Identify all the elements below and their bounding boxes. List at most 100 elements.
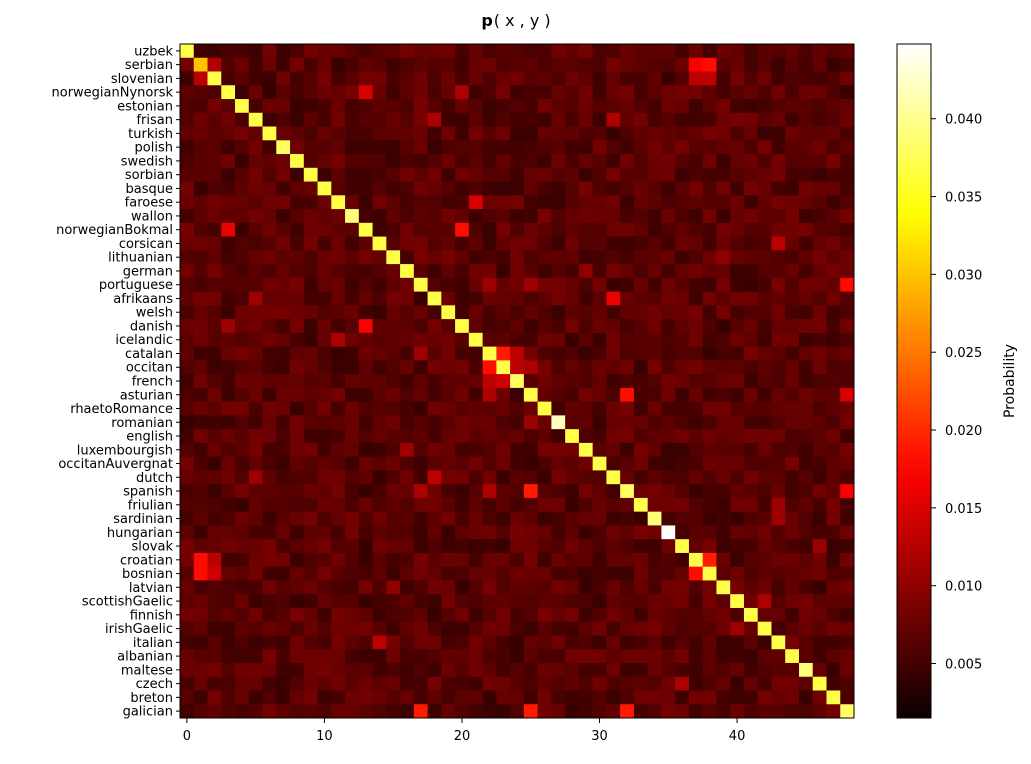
- heatmap-cell: [716, 250, 731, 265]
- heatmap-cell: [510, 305, 525, 320]
- heatmap-cell: [578, 277, 594, 292]
- heatmap-cell: [592, 594, 607, 609]
- y-tick-label: croatian: [120, 553, 173, 568]
- heatmap-cell: [661, 539, 676, 554]
- heatmap-cell: [317, 690, 332, 705]
- heatmap-cell: [262, 470, 277, 485]
- heatmap-cell: [276, 112, 291, 127]
- heatmap-cell: [413, 346, 428, 361]
- heatmap-cell: [592, 525, 607, 540]
- heatmap-cell: [496, 154, 511, 169]
- y-tick-label: basque: [126, 182, 173, 197]
- heatmap-cell: [757, 71, 772, 86]
- heatmap-cell: [455, 250, 470, 265]
- heatmap-cell: [207, 346, 222, 361]
- heatmap-cell: [235, 539, 250, 554]
- heatmap-cell: [702, 85, 717, 100]
- heatmap-cell: [207, 442, 222, 458]
- heatmap-cell: [592, 154, 607, 169]
- heatmap-cell: [455, 456, 470, 471]
- heatmap-cell: [743, 319, 759, 334]
- heatmap-cell: [427, 167, 442, 182]
- heatmap-cell: [743, 470, 759, 485]
- heatmap-cell: [812, 594, 827, 609]
- heatmap-cell: [702, 387, 717, 403]
- heatmap-cell: [180, 291, 195, 306]
- heatmap-cell: [730, 374, 745, 389]
- heatmap-cell: [826, 85, 841, 100]
- heatmap-cell: [757, 429, 772, 444]
- heatmap-cell: [262, 525, 277, 540]
- heatmap-cell: [386, 85, 401, 100]
- heatmap-cell: [688, 649, 704, 664]
- heatmap-cell: [496, 552, 511, 568]
- heatmap-cell: [413, 319, 428, 334]
- heatmap-cell: [496, 704, 511, 719]
- heatmap-cell: [262, 456, 277, 471]
- heatmap-cell: [592, 607, 607, 623]
- heatmap-cell: [276, 236, 291, 251]
- heatmap-cell: [441, 401, 456, 416]
- heatmap-cell: [317, 621, 332, 636]
- heatmap-cell: [427, 374, 442, 389]
- heatmap-cell: [207, 552, 222, 568]
- heatmap-cell: [386, 332, 401, 348]
- heatmap-cell: [743, 580, 759, 595]
- heatmap-cell: [537, 525, 552, 540]
- heatmap-cell: [702, 332, 717, 348]
- heatmap-cell: [290, 429, 305, 444]
- heatmap-cell: [688, 401, 704, 416]
- heatmap-cell: [427, 470, 442, 485]
- heatmap-cell: [675, 662, 690, 678]
- heatmap-cell: [716, 539, 731, 554]
- heatmap-cell: [221, 236, 236, 251]
- heatmap-cell: [661, 525, 676, 540]
- heatmap-cell: [496, 607, 511, 623]
- heatmap-cell: [358, 332, 373, 348]
- heatmap-cell: [840, 552, 855, 568]
- heatmap-cell: [578, 195, 594, 210]
- heatmap-cell: [578, 415, 594, 430]
- heatmap-cell: [702, 580, 717, 595]
- heatmap-cell: [840, 346, 855, 361]
- heatmap-cell: [372, 415, 387, 430]
- heatmap-cell: [372, 429, 387, 444]
- heatmap-cell: [565, 44, 580, 59]
- heatmap-cell: [441, 85, 456, 100]
- heatmap-cell: [840, 635, 855, 650]
- heatmap-cell: [482, 99, 497, 114]
- heatmap-cell: [372, 511, 387, 526]
- heatmap-cell: [812, 401, 827, 416]
- heatmap-cell: [757, 690, 772, 705]
- heatmap-cell: [592, 209, 607, 224]
- heatmap-cell: [798, 181, 814, 196]
- heatmap-cell: [386, 154, 401, 169]
- heatmap-cell: [840, 387, 855, 403]
- heatmap-cell: [441, 594, 456, 609]
- heatmap-cell: [551, 222, 566, 237]
- heatmap-cell: [482, 704, 497, 719]
- heatmap-cell: [413, 621, 428, 636]
- heatmap-cell: [413, 250, 428, 265]
- heatmap-cell: [688, 319, 704, 334]
- heatmap-cell: [455, 649, 470, 664]
- heatmap-cell: [193, 456, 208, 471]
- heatmap-cell: [606, 676, 621, 691]
- heatmap-cell: [798, 195, 814, 210]
- heatmap-cell: [248, 621, 263, 636]
- heatmap-cell: [468, 57, 484, 72]
- heatmap-cell: [743, 415, 759, 430]
- heatmap-cell: [441, 140, 456, 155]
- heatmap-cell: [757, 250, 772, 265]
- heatmap-cell: [496, 511, 511, 526]
- heatmap-cell: [331, 566, 346, 581]
- y-tick-label: luxembourgish: [77, 443, 173, 458]
- heatmap-cell: [482, 676, 497, 691]
- heatmap-cell: [647, 539, 662, 554]
- heatmap-cell: [427, 126, 442, 141]
- heatmap-cell: [441, 360, 456, 375]
- heatmap-cell: [331, 140, 346, 155]
- heatmap-cell: [413, 112, 428, 127]
- heatmap-cell: [331, 594, 346, 609]
- heatmap-cell: [400, 607, 415, 623]
